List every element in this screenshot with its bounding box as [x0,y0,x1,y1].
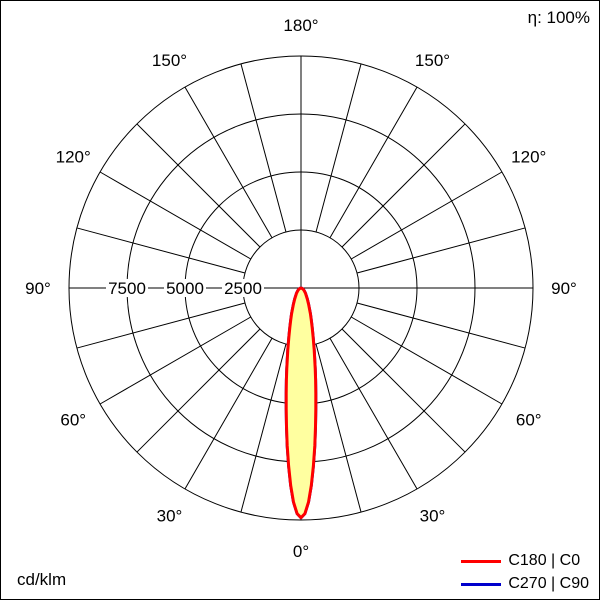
angle-label: 60° [516,410,542,429]
angle-label: 180° [283,16,318,35]
ring-label-bg [164,279,206,297]
grid-spoke [184,337,273,490]
ring-value-label: 5000 [166,279,204,298]
ring-label-bg [222,279,264,297]
angle-label: 120° [511,147,546,166]
legend-item-c180-c0: C180 | C0 [461,552,589,570]
angle-label: 60° [60,410,86,429]
grid-spoke [76,227,246,274]
angle-label: 90° [551,279,577,298]
ring-value-label: 7500 [108,279,146,298]
angle-label: 0° [293,542,309,561]
grid-spoke [350,171,503,260]
efficiency-label: η: 100% [527,8,590,27]
grid-spoke [136,328,261,453]
grid-spoke [329,86,418,239]
grid-spoke [184,86,273,239]
ring-value-label: 2500 [224,279,262,298]
legend-line-blue-icon [461,582,502,586]
angle-label: 30° [157,507,183,526]
grid-spoke [315,63,362,233]
grid-spoke [240,63,287,233]
legend: C180 | C0 C270 | C90 [461,552,589,593]
legend-label: C270 | C90 [508,575,589,592]
grid-spoke [341,123,466,248]
angle-label: 150° [152,51,187,70]
angle-label: 120° [56,147,91,166]
legend-label: C180 | C0 [508,552,581,569]
unit-label: cd/klm [17,570,67,589]
ring-label-bg [106,279,148,297]
legend-line-red-icon [461,559,502,563]
angle-label: 90° [25,279,51,298]
grid-spoke [315,343,362,513]
grid-spoke [350,316,503,405]
angle-label: 150° [415,51,450,70]
grid-spoke [341,328,466,453]
grid-spoke [136,123,261,248]
beam-curve-1 [284,286,318,520]
grid-spoke [329,337,418,490]
angle-label: 30° [420,507,446,526]
grid-spoke [356,227,526,274]
grid-spoke [99,171,252,260]
grid-spoke [99,316,252,405]
legend-item-c270-c90: C270 | C90 [461,575,589,593]
grid-spoke [76,302,246,349]
grid-spoke [356,302,526,349]
grid-spoke [240,343,287,513]
